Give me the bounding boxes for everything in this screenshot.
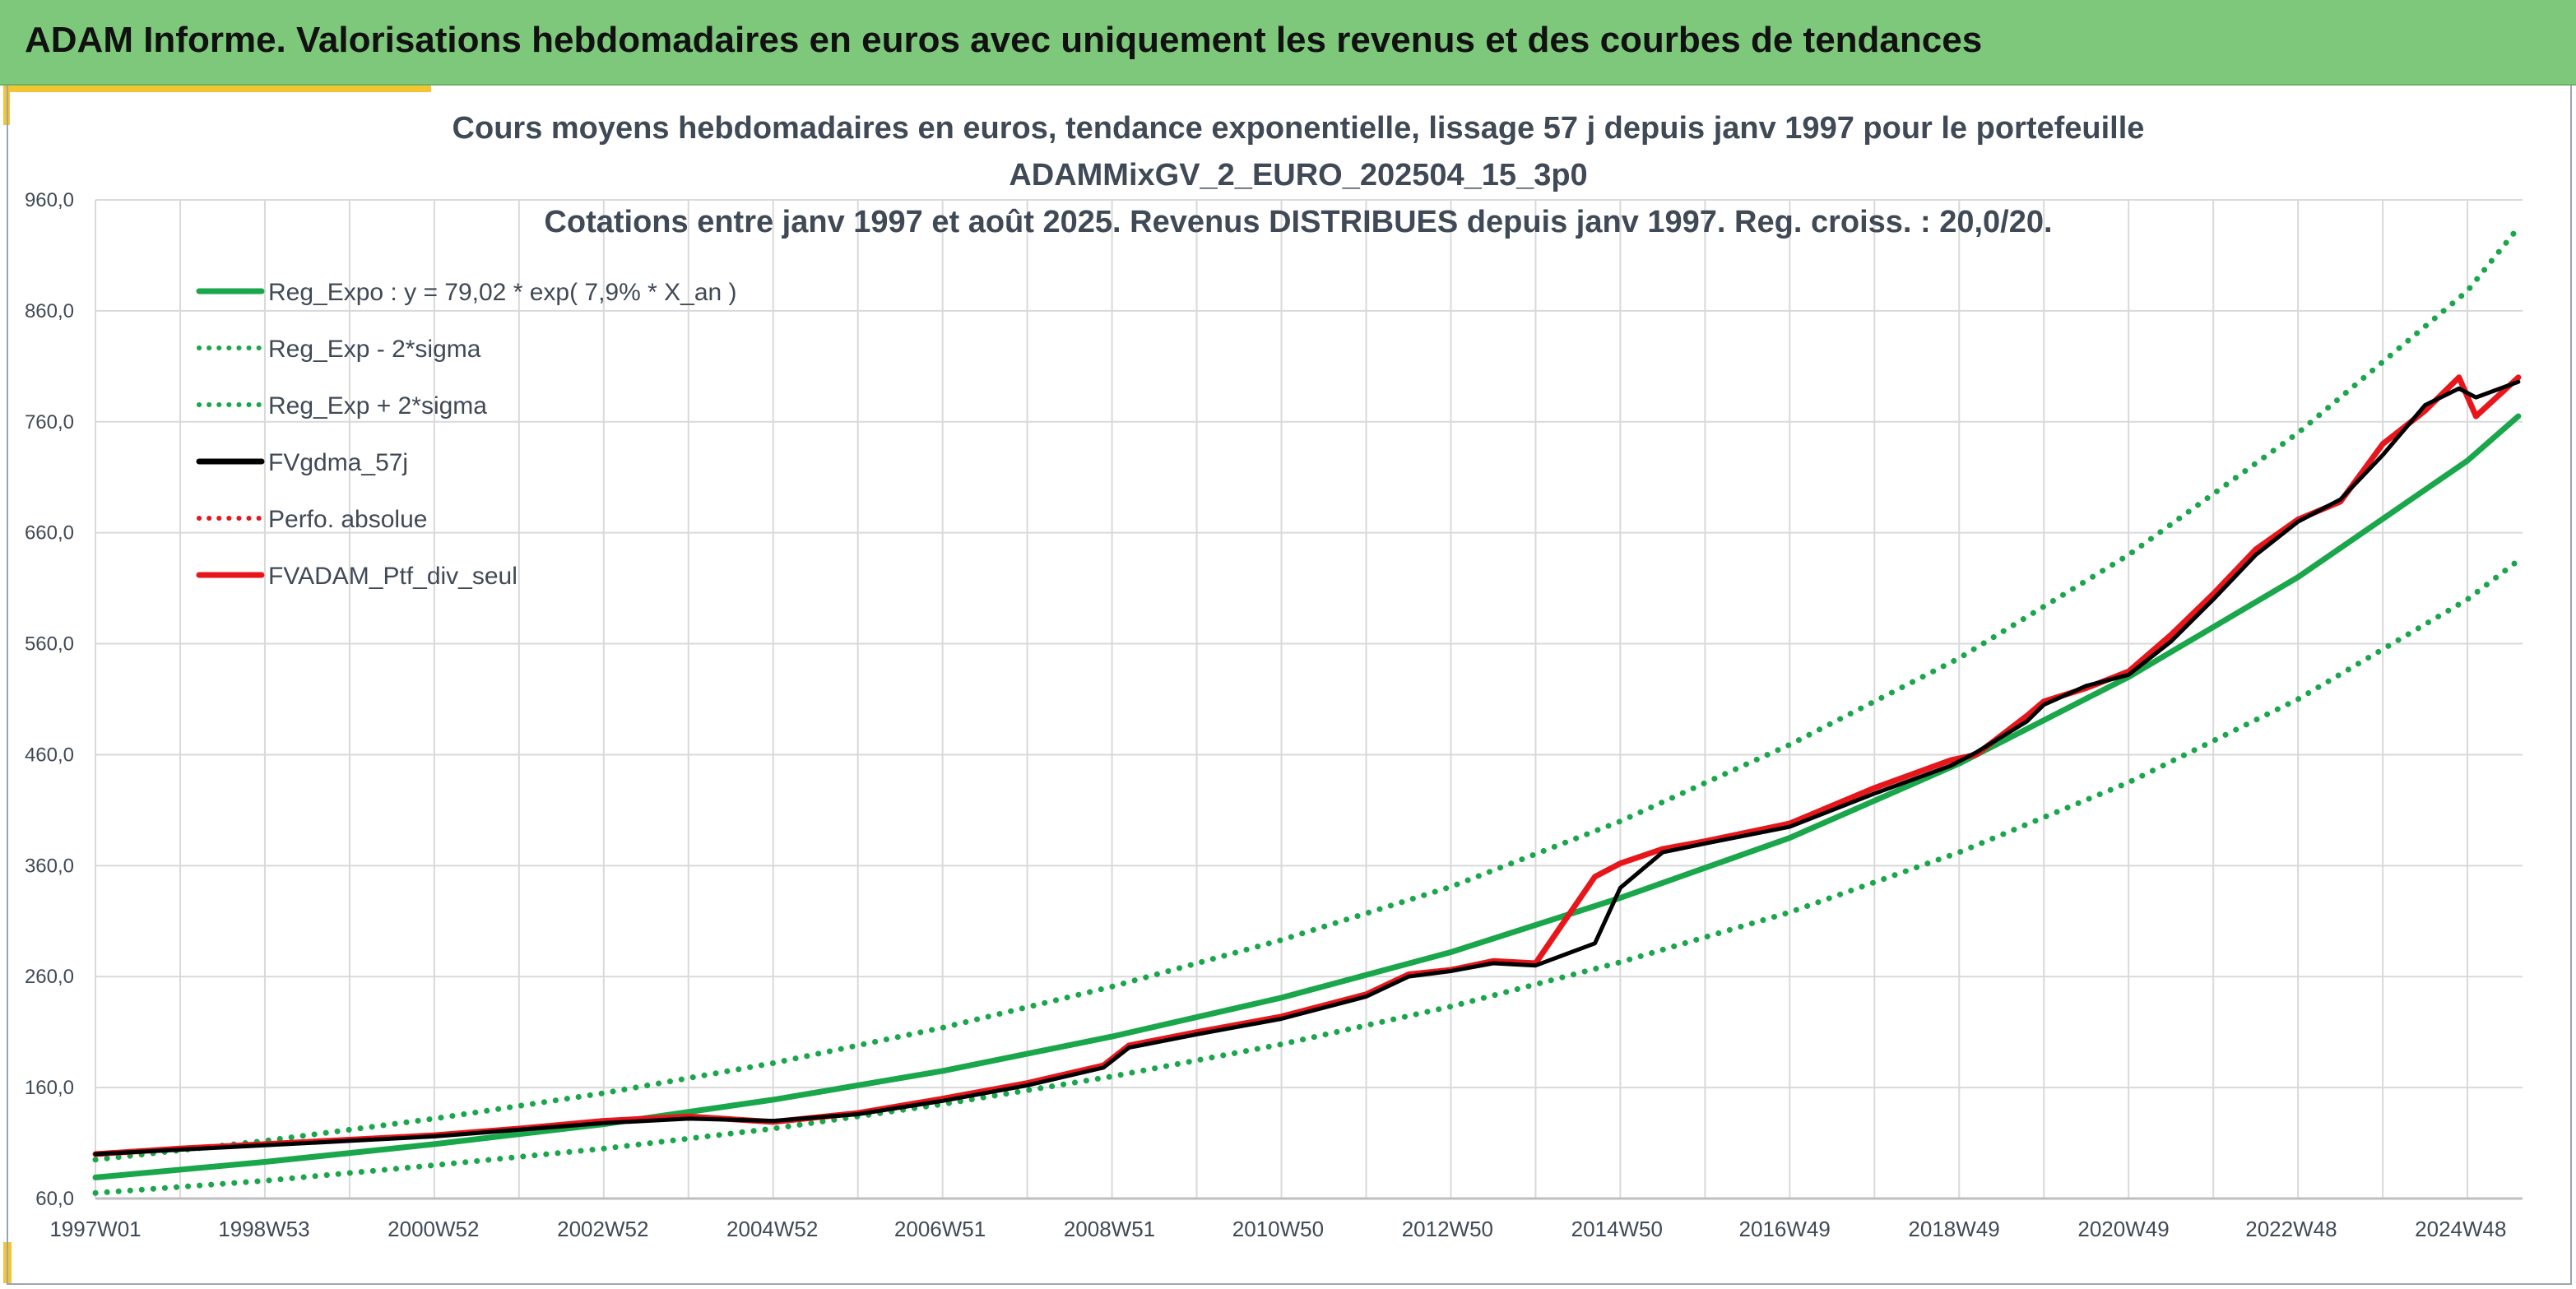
x-tick-label: 2006W51 [894,1217,986,1241]
accent-bar-top [3,86,431,92]
chart-title-block: Cours moyens hebdomadaires en euros, ten… [453,111,2145,239]
x-tick-label: 2004W52 [726,1217,818,1241]
banner-title: ADAM Informe. Valorisations hebdomadaire… [25,20,1983,60]
y-tick-label: 360,0 [25,855,74,877]
x-tick-label: 2002W52 [557,1217,648,1241]
chart-title-line: Cotations entre janv 1997 et août 2025. … [544,205,2052,239]
series-line-0 [92,413,2522,1180]
series-layer [92,225,2522,1196]
legend-label: Reg_Exp - 2*sigma [268,336,481,363]
y-tick-label: 60,0 [35,1188,74,1210]
chart-title-line: ADAMMixGV_2_EURO_202504_15_3p0 [1009,158,1587,192]
series-line-3 [93,379,2521,1157]
y-tick-label: 560,0 [25,633,74,656]
legend-label: Reg_Exp + 2*sigma [268,392,487,420]
y-tick-label: 460,0 [25,744,74,766]
x-tick-label: 2018W49 [1908,1217,1999,1241]
series-line-5 [92,374,2522,1157]
x-tick-label: 2008W51 [1064,1217,1155,1241]
series-line-1 [92,557,2522,1196]
legend: Reg_Expo : y = 79,02 * exp( 7,9% * X_an … [196,279,737,590]
y-tick-label: 960,0 [25,189,74,211]
x-tick-label: 2000W52 [388,1217,479,1241]
x-tick-label: 2024W48 [2415,1217,2506,1241]
chart-frame [7,86,2572,1285]
x-tick-label: 2020W49 [2077,1217,2169,1241]
legend-label: FVgdma_57j [268,449,408,476]
x-tick-label: 2022W48 [2245,1217,2337,1241]
legend-label: Reg_Expo : y = 79,02 * exp( 7,9% * X_an … [268,279,737,306]
x-tick-label: 2010W50 [1232,1217,1324,1241]
x-tick-label: 1997W01 [49,1217,141,1241]
legend-label: Perfo. absolue [268,506,427,533]
legend-label: FVADAM_Ptf_div_seul [268,563,518,590]
x-tick-label: 2012W50 [1402,1217,1493,1241]
x-tick-label: 1998W53 [218,1217,309,1241]
x-tick-label: 2014W50 [1571,1217,1663,1241]
series-line-2 [92,225,2522,1163]
header-banner: ADAM Informe. Valorisations hebdomadaire… [0,0,2576,86]
y-tick-label: 260,0 [25,966,74,988]
x-tick-label: 2016W49 [1739,1217,1831,1241]
axis-layer: 960,0 860,0 760,0 660,0 560,0 460,0 360,0 260,0… [25,189,2523,1241]
y-tick-label: 160,0 [25,1077,74,1099]
chart-title-line: Cours moyens hebdomadaires en euros, ten… [453,111,2145,146]
y-tick-label: 660,0 [25,522,74,545]
y-tick-label: 860,0 [25,300,74,322]
y-tick-label: 760,0 [25,411,74,434]
